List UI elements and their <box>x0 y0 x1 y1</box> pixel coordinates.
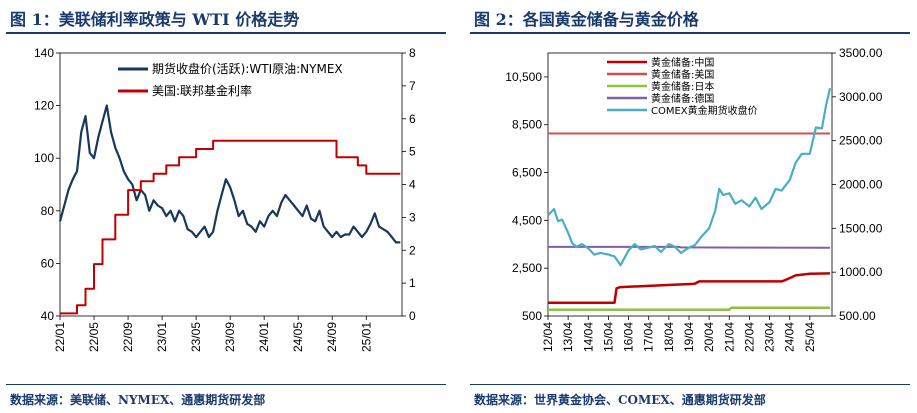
fig2-x-tick-label: 12/04 <box>541 322 555 352</box>
fig1-source-rule <box>6 384 446 385</box>
fig2-y-right-tick-label: 2500.00 <box>839 134 883 148</box>
fig2-y-right-tick-label: 3500.00 <box>839 46 883 60</box>
fig1-x-tick-label: 24/09 <box>325 322 339 352</box>
fig2-x-tick-label: 17/04 <box>642 322 656 352</box>
fig2-x-tick-label: 25/04 <box>803 322 817 352</box>
fig1-y-right-tick-label: 2 <box>409 243 416 257</box>
fig1-y-left-tick-label: 80 <box>41 204 55 218</box>
fig2-source: 数据来源：世界黄金协会、COMEX、通惠期货研发部 <box>474 393 766 407</box>
fig2-title-rule <box>470 32 910 34</box>
fig1-title: 图 1：美联储利率政策与 WTI 价格走势 <box>10 10 300 29</box>
fig1-y-right-tick-label: 8 <box>409 46 416 60</box>
fig1-series-line-1 <box>60 139 401 315</box>
fig1-y-left-tick-label: 40 <box>41 309 55 323</box>
fig1-y-left-tick-label: 120 <box>34 99 54 113</box>
fig1-x-tick-label: 24/01 <box>257 322 271 352</box>
fig1-y-right-tick-label: 1 <box>409 276 416 290</box>
fig2-x-tick-label: 21/04 <box>722 322 736 352</box>
fig1-x-tick-label: 22/01 <box>53 322 67 352</box>
fig1-y-left-tick-label: 100 <box>34 151 54 165</box>
fig1-source: 数据来源：美联储、NYMEX、通惠期货研发部 <box>10 393 266 407</box>
fig2-legend-label-4: COMEX黄金期货收盘价 <box>651 104 758 117</box>
fig2-legend-label-2: 黄金储备:日本 <box>651 80 714 93</box>
fig2-y-left-tick-label: 4,500 <box>512 213 542 227</box>
fig2-source-rule <box>470 384 910 385</box>
fig2-series-line-2 <box>548 306 830 311</box>
fig1-y-right-tick-label: 3 <box>409 210 416 224</box>
fig1-x-tick-label: 23/05 <box>189 322 203 352</box>
fig2-series-line-3 <box>548 245 831 249</box>
fig2-y-right-tick-label: 500.00 <box>839 309 876 323</box>
fig2-title: 图 2：各国黄金储备与黄金价格 <box>474 10 699 29</box>
fig1-y-right-tick-label: 5 <box>409 145 416 159</box>
fig2-x-tick-label: 15/04 <box>601 322 615 352</box>
fig2-x-tick-label: 22/04 <box>742 322 756 352</box>
fig2-y-right-tick-label: 1500.00 <box>839 221 883 235</box>
fig2-y-left-tick-label: 10,500 <box>505 70 542 84</box>
fig1-chart <box>56 52 406 320</box>
fig1-y-right-tick-label: 0 <box>409 309 416 323</box>
fig1-x-tick-label: 22/09 <box>121 322 135 352</box>
fig2-x-tick-label: 16/04 <box>622 322 636 352</box>
fig1-y-left-tick-label: 140 <box>34 46 54 60</box>
fig2-x-tick-label: 20/04 <box>702 322 716 352</box>
fig2-chart <box>544 52 836 320</box>
fig2-y-left-tick-label: 6,500 <box>512 166 542 180</box>
fig2-y-left-tick-label: 8,500 <box>512 118 542 132</box>
fig2-x-tick-label: 23/04 <box>763 322 777 352</box>
fig1-x-tick-label: 23/01 <box>155 322 169 352</box>
fig2-legend-label-3: 黄金储备:德国 <box>651 92 714 105</box>
fig1-y-right-tick-label: 4 <box>409 178 416 192</box>
fig2-y-right-tick-label: 2000.00 <box>839 178 883 192</box>
fig2-x-tick-label: 24/04 <box>783 322 797 352</box>
fig1-y-right-tick-label: 7 <box>409 79 416 93</box>
fig1-legend-label-0: 期货收盘价(活跃):WTI原油:NYMEX <box>152 61 343 76</box>
fig2-y-left-tick-label: 2,500 <box>512 261 542 275</box>
fig2-x-tick-label: 13/04 <box>561 322 575 352</box>
fig1-x-tick-label: 22/05 <box>87 322 101 352</box>
fig2-legend-label-0: 黄金储备:中国 <box>651 56 714 69</box>
fig2-y-right-tick-label: 3000.00 <box>839 90 883 104</box>
fig2-x-tick-label: 19/04 <box>682 322 696 352</box>
fig2-legend-label-1: 黄金储备:美国 <box>651 68 714 81</box>
fig2-y-left-tick-label: 500 <box>522 309 542 323</box>
fig2-x-tick-label: 18/04 <box>662 322 676 352</box>
fig1-y-right-tick-label: 6 <box>409 112 416 126</box>
fig2-x-tick-label: 14/04 <box>581 322 595 352</box>
fig1-y-left-tick-label: 60 <box>41 256 55 270</box>
fig1-x-tick-label: 23/09 <box>223 322 237 352</box>
fig1-legend-label-1: 美国:联邦基金利率 <box>152 83 252 98</box>
fig1-x-tick-label: 25/01 <box>359 322 373 352</box>
fig2-y-right-tick-label: 1000.00 <box>839 265 883 279</box>
fig1-series-line-0 <box>58 104 401 244</box>
fig1-x-tick-label: 24/05 <box>291 322 305 352</box>
fig2-series-line-4 <box>547 87 832 267</box>
fig1-title-rule <box>6 32 446 34</box>
fig2-series-line-0 <box>548 272 831 305</box>
